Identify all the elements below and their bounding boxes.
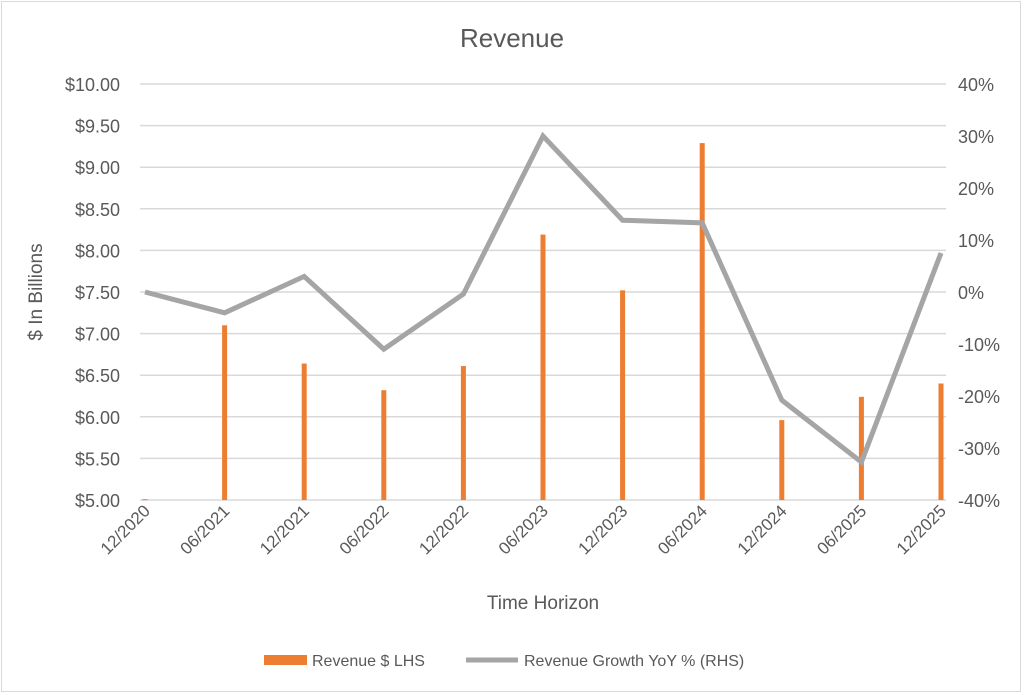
legend: Revenue $ LHS Revenue Growth YoY % (RHS) [264, 653, 744, 670]
y-right-tick-label: 40% [958, 75, 994, 95]
legend-label-growth: Revenue Growth YoY % (RHS) [524, 653, 744, 670]
y-left-tick-label: $5.00 [75, 491, 120, 511]
revenue-bar [301, 363, 307, 500]
y-right-tick-label: 10% [958, 231, 994, 251]
y-left-tick-label: $7.50 [75, 283, 120, 303]
y-left-tick-label: $6.00 [75, 408, 120, 428]
legend-label-revenue: Revenue $ LHS [312, 653, 425, 670]
revenue-bar [699, 143, 705, 500]
revenue-bar [460, 366, 466, 500]
y-right-tick-label: -30% [958, 439, 1000, 459]
revenue-bar [540, 234, 546, 501]
x-tick-label: 06/2023 [495, 501, 552, 558]
y-left-tick-label: $8.50 [75, 200, 120, 220]
x-tick-label: 06/2021 [177, 501, 234, 558]
chart-title: Revenue [460, 23, 564, 53]
revenue-bar [222, 325, 228, 500]
y-right-tick-label: 0% [958, 283, 984, 303]
y-left-tick-label: $5.50 [75, 449, 120, 469]
x-tick-label: 12/2025 [893, 501, 950, 558]
legend-swatch-bar [264, 655, 307, 665]
y-right-tick-label: 30% [958, 127, 994, 147]
x-tick-label: 06/2022 [336, 501, 393, 558]
y-right-tick-label: -40% [958, 491, 1000, 511]
y-right-tick-label: 20% [958, 179, 994, 199]
y-right-tick-label: -20% [958, 387, 1000, 407]
x-axis-label: Time Horizon [487, 593, 599, 614]
revenue-bar [938, 383, 944, 500]
y-left-tick-label: $7.00 [75, 325, 120, 345]
x-tick-label: 06/2025 [813, 501, 870, 558]
y-right-tick-label: -10% [958, 335, 1000, 355]
x-tick-label: 06/2024 [654, 501, 711, 558]
x-tick-label: 12/2024 [734, 501, 791, 558]
y-left-tick-label: $8.00 [75, 241, 120, 261]
x-tick-label: 12/2022 [415, 501, 472, 558]
y-axis-label: $ In Billions [26, 243, 47, 340]
revenue-bar [858, 396, 864, 500]
y-left-tick-label: $10.00 [65, 75, 120, 95]
revenue-bar [381, 390, 387, 500]
y-left-tick-label: $9.50 [75, 117, 120, 137]
x-tick-label: 12/2023 [575, 501, 632, 558]
x-tick-label: 12/2021 [256, 501, 313, 558]
revenue-bar [779, 420, 785, 500]
revenue-bar [620, 290, 626, 500]
revenue-bar [142, 499, 148, 501]
y-left-tick-label: $9.00 [75, 158, 120, 178]
y-left-tick-label: $6.50 [75, 366, 120, 386]
